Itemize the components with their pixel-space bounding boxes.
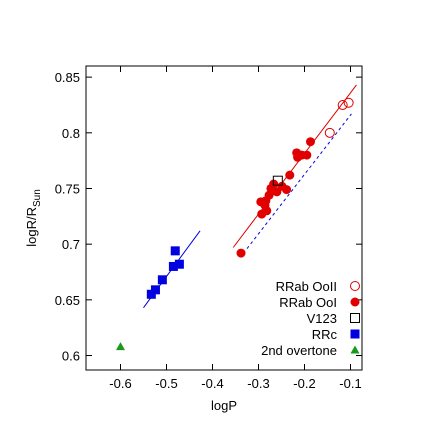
x-tick-label: -0.4: [201, 376, 223, 391]
y-tick-label: 0.6: [62, 349, 80, 364]
x-tick-label: -0.3: [247, 376, 269, 391]
legend-label: V123: [307, 311, 337, 326]
legend-marker: [350, 281, 360, 291]
x-axis-label: logP: [211, 398, 237, 413]
point: [302, 150, 312, 160]
y-tick-label: 0.75: [55, 181, 80, 196]
x-tick-label: -0.2: [293, 376, 315, 391]
x-tick-label: -0.6: [109, 376, 131, 391]
point: [324, 127, 335, 138]
point: [168, 261, 178, 271]
y-tick-label: 0.8: [62, 126, 80, 141]
point: [337, 99, 348, 110]
legend-label: 2nd overtone: [261, 343, 337, 358]
y-axis-label-main: logR/R: [24, 207, 39, 247]
x-tick-label: -0.5: [155, 376, 177, 391]
legend-label: RRc: [312, 327, 338, 342]
y-tick-label: 0.7: [62, 237, 80, 252]
fit-line: [246, 113, 352, 249]
point: [282, 185, 292, 195]
legend-marker: [350, 313, 360, 323]
point: [343, 97, 354, 108]
point: [150, 285, 160, 295]
point: [236, 248, 246, 258]
y-tick-label: 0.85: [55, 70, 80, 85]
fit-line: [232, 84, 357, 248]
point: [285, 170, 295, 180]
point: [260, 200, 270, 210]
point: [305, 137, 315, 147]
y-axis-label: logR/RSun: [24, 189, 43, 247]
point: [116, 342, 125, 351]
x-tick-label: -0.1: [339, 376, 361, 391]
point: [174, 259, 184, 269]
point: [272, 175, 283, 186]
legend-label: RRab OoI: [279, 295, 337, 310]
legend-label: RRab OoII: [276, 279, 337, 294]
legend-marker: [350, 297, 360, 307]
point: [170, 246, 180, 256]
legend-marker: [350, 345, 360, 354]
point: [157, 275, 167, 285]
plot-frame: [85, 65, 363, 371]
y-axis-label-sub: Sun: [32, 189, 43, 207]
legend-marker: [350, 329, 360, 339]
y-tick-label: 0.65: [55, 293, 80, 308]
